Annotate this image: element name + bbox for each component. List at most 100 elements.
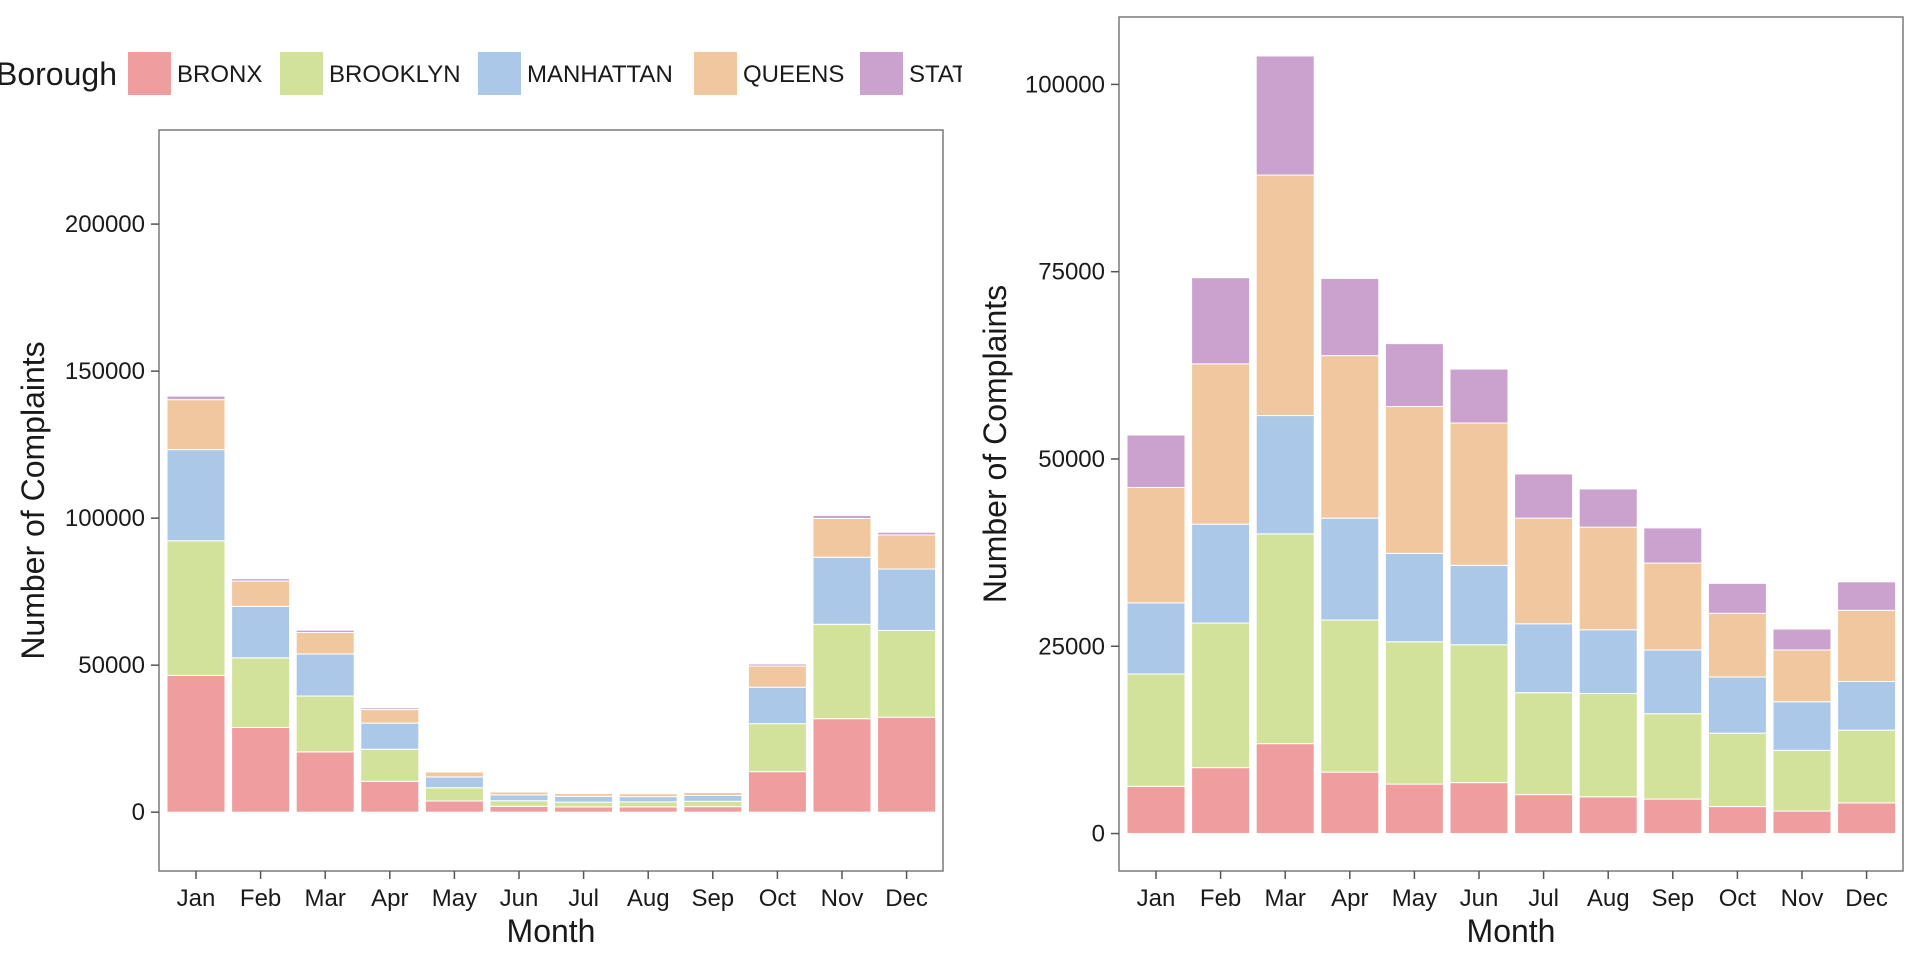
bar-segment bbox=[296, 752, 354, 812]
bar-segment bbox=[361, 708, 419, 710]
legend-label: BROOKLYN bbox=[329, 61, 461, 88]
bar-segment bbox=[425, 772, 483, 777]
y-tick-label: 50000 bbox=[78, 652, 145, 679]
x-tick-label: Dec bbox=[885, 885, 928, 912]
bar-segment bbox=[619, 807, 677, 812]
y-tick-label: 75000 bbox=[1038, 259, 1105, 286]
y-tick-label: 150000 bbox=[65, 358, 145, 385]
legend-item: BROOKLYN bbox=[280, 52, 461, 95]
bar-segment bbox=[1321, 518, 1379, 620]
bar-segment bbox=[425, 801, 483, 812]
bar-segment bbox=[1838, 610, 1896, 681]
bar-segment bbox=[1579, 797, 1637, 834]
bar-segment bbox=[748, 772, 806, 813]
bar-segment bbox=[1644, 714, 1702, 799]
bar-segment bbox=[361, 749, 419, 781]
bar-segment bbox=[878, 569, 936, 630]
bar-segment bbox=[167, 675, 225, 812]
x-tick-label: Oct bbox=[1719, 885, 1757, 912]
bar-segment bbox=[1773, 702, 1831, 751]
bar-segment bbox=[361, 723, 419, 749]
x-tick-label: Aug bbox=[627, 885, 670, 912]
bar-segment bbox=[1385, 784, 1443, 833]
y-tick-label: 100000 bbox=[65, 505, 145, 532]
bar-segment bbox=[490, 806, 548, 812]
bar-segment bbox=[748, 687, 806, 723]
bar-segment bbox=[684, 807, 742, 813]
bar-segment bbox=[619, 797, 677, 802]
bar-segment bbox=[232, 606, 290, 657]
bar-segment bbox=[1644, 799, 1702, 833]
bar-segment bbox=[813, 624, 871, 718]
bar-segment bbox=[1385, 344, 1443, 407]
bar-segment bbox=[878, 532, 936, 535]
bar-segment bbox=[1773, 750, 1831, 811]
legend-item: BRONX bbox=[128, 52, 262, 95]
bar-segment bbox=[167, 400, 225, 450]
x-tick-label: Mar bbox=[1265, 885, 1306, 912]
bar-segment bbox=[748, 664, 806, 666]
bar-segment bbox=[1256, 534, 1314, 744]
bar-segment bbox=[1644, 563, 1702, 650]
bar-segment bbox=[1450, 783, 1508, 834]
y-tick-label: 50000 bbox=[1038, 446, 1105, 473]
bar-segment bbox=[813, 518, 871, 557]
bar-segment bbox=[296, 696, 354, 752]
bar-segment bbox=[490, 801, 548, 807]
legend-key bbox=[694, 52, 737, 95]
bar-segment bbox=[555, 802, 613, 807]
bar-segment bbox=[425, 777, 483, 788]
bar-segment bbox=[1579, 527, 1637, 630]
bar-segment bbox=[1773, 811, 1831, 833]
y-tick-label: 0 bbox=[132, 799, 145, 826]
bar-segment bbox=[1256, 56, 1314, 175]
bar-segment bbox=[1127, 435, 1185, 487]
bar-segment bbox=[1579, 693, 1637, 796]
bar-segment bbox=[748, 724, 806, 772]
x-tick-label: Feb bbox=[1200, 885, 1241, 912]
bar-segment bbox=[490, 795, 548, 801]
bar-segment bbox=[878, 630, 936, 717]
bar-segment bbox=[232, 728, 290, 813]
bar-segment bbox=[813, 515, 871, 518]
x-tick-label: May bbox=[1392, 885, 1437, 912]
bar-segment bbox=[361, 781, 419, 812]
bar-segment bbox=[813, 557, 871, 624]
bar-segment bbox=[1838, 730, 1896, 803]
x-tick-label: Jan bbox=[1137, 885, 1176, 912]
y-tick-label: 25000 bbox=[1038, 633, 1105, 660]
bar-segment bbox=[1838, 681, 1896, 730]
bar-segment bbox=[425, 788, 483, 801]
bar-segment bbox=[1385, 642, 1443, 784]
bar-segment bbox=[1192, 768, 1250, 834]
bar-segment bbox=[1321, 620, 1379, 772]
bar-segment bbox=[1127, 674, 1185, 786]
bar-segment bbox=[1515, 518, 1573, 624]
bar-segment bbox=[1515, 693, 1573, 795]
bar-segment bbox=[1644, 528, 1702, 563]
bar-segment bbox=[1773, 650, 1831, 702]
x-tick-label: Oct bbox=[759, 885, 797, 912]
legend-label: BRONX bbox=[177, 61, 262, 88]
bar-segment bbox=[1127, 786, 1185, 833]
bar-segment bbox=[619, 802, 677, 807]
bar-segment bbox=[1838, 582, 1896, 610]
bar-segment bbox=[232, 579, 290, 581]
bar-segment bbox=[1127, 603, 1185, 674]
bar-segment bbox=[555, 796, 613, 802]
bar-segment bbox=[167, 396, 225, 400]
x-tick-label: May bbox=[432, 885, 477, 912]
legend-item: MANHATTAN bbox=[478, 52, 673, 95]
x-tick-label: Apr bbox=[371, 885, 408, 912]
bar-segment bbox=[1579, 630, 1637, 694]
bar-segment bbox=[1256, 744, 1314, 834]
bar-segment bbox=[1708, 807, 1766, 834]
bar-segment bbox=[1256, 416, 1314, 534]
y-tick-label: 100000 bbox=[1025, 71, 1105, 98]
bar-segment bbox=[1450, 423, 1508, 565]
bar-segment bbox=[1838, 803, 1896, 834]
bar-segment bbox=[684, 795, 742, 801]
